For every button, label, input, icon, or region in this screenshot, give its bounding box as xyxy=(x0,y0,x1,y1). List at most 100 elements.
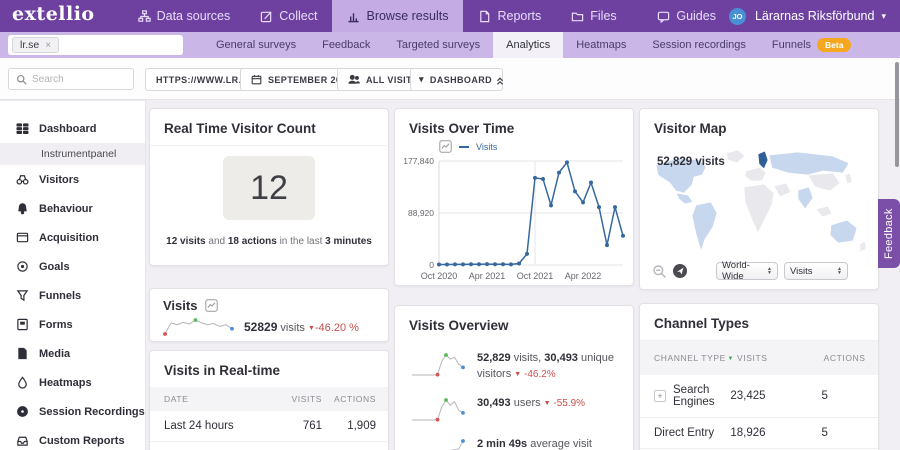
close-icon[interactable]: × xyxy=(45,39,52,51)
chart-legend: Visits xyxy=(439,140,497,153)
table-row-direct-entry[interactable]: Direct Entry 18,926 5 xyxy=(640,418,878,449)
zoom-out-icon[interactable] xyxy=(652,264,667,279)
col-channel-type[interactable]: CHANNEL TYPE xyxy=(654,353,726,363)
cell-visits: 761 xyxy=(302,420,322,432)
account-name[interactable]: Lärarnas Riksförbund xyxy=(754,9,875,23)
nav-label: Files xyxy=(590,9,617,23)
collapse-toolbar-button[interactable] xyxy=(489,68,511,91)
nav-label: Data sources xyxy=(156,9,231,23)
sidebar-item-heatmaps[interactable]: Heatmaps xyxy=(0,368,145,397)
region-select[interactable]: World-Wide ▲ ▼ xyxy=(716,260,778,282)
site-tab-strip: lr.se × xyxy=(8,35,183,55)
user-avatar[interactable]: JO xyxy=(728,7,746,25)
guides-button[interactable]: Guides xyxy=(653,9,720,23)
nav-item-reports[interactable]: Reports xyxy=(463,0,556,32)
target-icon xyxy=(15,260,29,273)
nav-item-data-sources[interactable]: Data sources xyxy=(123,0,246,32)
tab-label: Analytics xyxy=(506,39,551,51)
view-select-button[interactable]: ▾ DASHBOARD xyxy=(410,68,504,91)
date-range-button[interactable]: SEPTEMBER 2022 xyxy=(240,68,364,91)
svg-text:Apr 2021: Apr 2021 xyxy=(469,271,506,281)
nav-item-collect[interactable]: Collect xyxy=(245,0,332,32)
table-header: DATE VISITS ACTIONS xyxy=(150,387,388,411)
sidebar: Dashboard Instrumentpanel Visitors Behav… xyxy=(0,100,146,450)
svg-text:Oct 2021: Oct 2021 xyxy=(517,271,554,281)
overview-text: 52,829 visits, 30,493 unique visitors ▼ … xyxy=(477,352,615,380)
world-map[interactable] xyxy=(648,146,870,262)
cell-actions: 5 xyxy=(821,427,828,439)
overview-text: 2 min 49s average visit duration ▲ +33.1… xyxy=(477,437,592,450)
col-actions[interactable]: ACTIONS xyxy=(334,394,376,404)
tab-label: Targeted surveys xyxy=(396,39,481,51)
sidebar-item-visitors[interactable]: Visitors xyxy=(0,165,145,194)
sidebar-item-goals[interactable]: Goals xyxy=(0,252,145,281)
tab-label: Session recordings xyxy=(652,39,746,51)
cell-channel: Direct Entry xyxy=(654,427,715,439)
sidebar-item-instrumentpanel[interactable]: Instrumentpanel xyxy=(0,143,145,165)
table-row-search-engines[interactable]: + Search Engines 23,425 5 xyxy=(640,375,878,418)
site-url-button[interactable]: HTTPS://WWW.LR.SE/ xyxy=(145,68,269,91)
sidebar-item-funnels[interactable]: Funnels xyxy=(0,281,145,310)
tab-session-recordings[interactable]: Session recordings xyxy=(639,32,759,58)
select-arrows-icon: ▲ ▼ xyxy=(767,266,772,276)
sidebar-item-acquisition[interactable]: Acquisition xyxy=(0,223,145,252)
media-file-icon xyxy=(15,347,29,360)
chevron-down-icon[interactable]: ▾ xyxy=(881,10,886,21)
nav-item-files[interactable]: Files xyxy=(556,0,631,32)
cell-actions: 1,909 xyxy=(347,420,376,432)
overview-text: 30,493 users ▼ -55.9% xyxy=(477,396,586,409)
cell-date: Last 24 hours xyxy=(164,420,234,432)
sidebar-item-behaviour[interactable]: Behaviour xyxy=(0,194,145,223)
sidebar-item-forms[interactable]: Forms xyxy=(0,310,145,339)
view-select-label: DASHBOARD xyxy=(429,74,493,85)
calendar-icon xyxy=(251,74,262,85)
extellio-logo: extellio xyxy=(12,3,95,25)
tab-targeted-surveys[interactable]: Targeted surveys xyxy=(383,32,493,58)
tab-label: Heatmaps xyxy=(576,39,627,51)
feedback-button[interactable]: Feedback xyxy=(878,199,900,268)
overview-row-users: 30,493 users ▼ -55.9% xyxy=(395,387,633,428)
scrollbar-thumb[interactable] xyxy=(895,62,899,167)
sidebar-label: Forms xyxy=(39,318,73,331)
table-header: CHANNEL TYPE ▼ VISITS ACTIONS xyxy=(640,341,878,375)
table-row[interactable]: Last 24 hours 761 1,909 xyxy=(150,411,388,442)
cell-visits: 18,926 xyxy=(730,427,766,439)
sidebar-item-dashboard[interactable]: Dashboard xyxy=(0,114,145,143)
svg-text:88,920: 88,920 xyxy=(408,208,434,218)
sidebar-item-session-recordings[interactable]: Session Recordings xyxy=(0,397,145,426)
binoculars-icon xyxy=(15,173,29,186)
card-title: Visitor Map xyxy=(654,121,727,136)
overview-row-visits: 52,829 visits, 30,493 unique visitors ▼ … xyxy=(395,342,633,387)
search-box[interactable] xyxy=(8,68,134,90)
sidebar-item-custom-reports[interactable]: Custom Reports xyxy=(0,426,145,450)
export-chart-icon[interactable] xyxy=(205,299,219,312)
sidebar-label: Media xyxy=(39,347,71,360)
locate-icon[interactable] xyxy=(672,263,688,279)
card-title: Visits in Real-time xyxy=(164,363,281,378)
site-tab-lrse[interactable]: lr.se × xyxy=(12,37,60,53)
tab-feedback[interactable]: Feedback xyxy=(309,32,383,58)
card-title: Visits xyxy=(163,298,198,313)
legend-label[interactable]: Visits xyxy=(476,141,498,152)
nav-item-browse-results[interactable]: Browse results xyxy=(332,0,464,32)
trend-down-icon: ▼ xyxy=(543,399,551,407)
visits-over-time-chart[interactable]: 0 88,920 177,840 Oct 2020 Apr 2021 Oct 2021 Ap… xyxy=(401,149,629,283)
export-chart-icon[interactable] xyxy=(439,140,452,153)
search-input[interactable] xyxy=(32,73,126,85)
tab-analytics[interactable]: Analytics xyxy=(493,32,564,58)
col-date[interactable]: DATE xyxy=(164,394,189,404)
sidebar-item-media[interactable]: Media xyxy=(0,339,145,368)
metric-select[interactable]: Visits ▲ ▼ xyxy=(784,262,848,280)
col-actions[interactable]: ACTIONS xyxy=(823,353,866,363)
tab-heatmaps[interactable]: Heatmaps xyxy=(563,32,639,58)
tab-general-surveys[interactable]: General surveys xyxy=(203,32,309,58)
segment-button[interactable]: ALL VISITS xyxy=(337,68,430,91)
cell-visits: 23,425 xyxy=(730,390,766,402)
tab-funnels[interactable]: Funnels Beta xyxy=(759,32,865,58)
col-visits[interactable]: VISITS xyxy=(291,394,322,404)
site-tab-label: lr.se xyxy=(20,39,40,51)
network-icon xyxy=(137,9,151,23)
col-visits[interactable]: ▼ VISITS xyxy=(727,353,768,363)
visits-value-text: 52829 visits ▼-46.20 % xyxy=(244,320,359,334)
expand-icon[interactable]: + xyxy=(654,390,666,402)
